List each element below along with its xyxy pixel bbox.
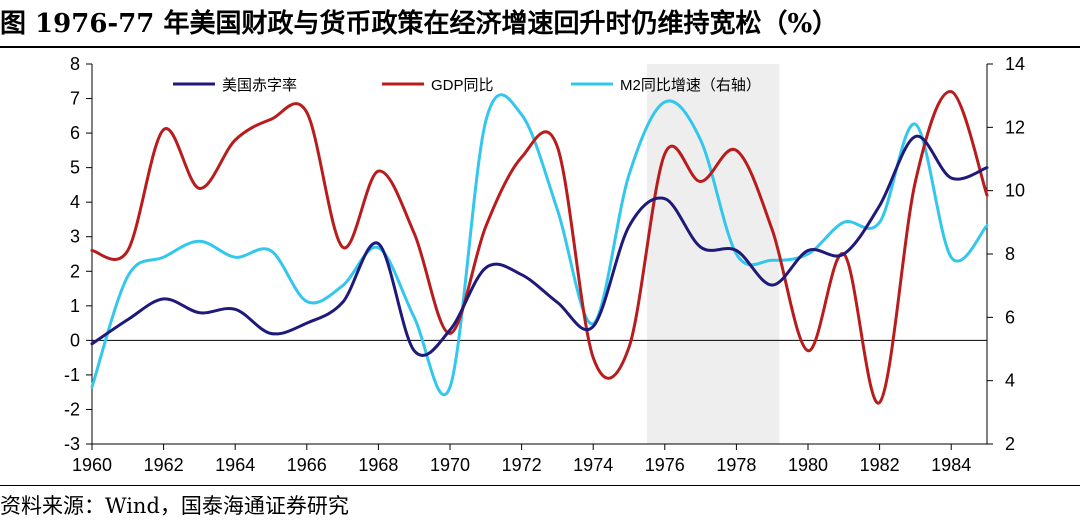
legend-label-2: M2同比增速（右轴） (620, 77, 761, 94)
right-tick-label: 4 (1005, 371, 1015, 391)
right-tick-label: 14 (1005, 54, 1025, 74)
left-tick-label: 4 (70, 192, 80, 212)
right-tick-label: 2 (1005, 434, 1015, 454)
left-tick-label: 8 (70, 54, 80, 74)
title-rule (0, 46, 1080, 48)
x-tick-label: 1970 (430, 455, 470, 475)
shaded-period (646, 64, 780, 444)
left-tick-label: -1 (64, 365, 80, 385)
series-line-2 (90, 93, 989, 397)
series-line-0 (90, 134, 989, 357)
series-line-1 (90, 90, 989, 405)
source-note: 资料来源：Wind，国泰海通证券研究 (0, 494, 349, 518)
x-tick-label: 1960 (72, 455, 112, 475)
right-tick-label: 12 (1005, 117, 1025, 137)
series-lines (90, 90, 989, 405)
x-tick-label: 1974 (573, 455, 613, 475)
x-tick-label: 1972 (502, 455, 542, 475)
right-tick-label: 8 (1005, 244, 1015, 264)
left-tick-label: 3 (70, 227, 80, 247)
left-tick-label: 5 (70, 158, 80, 178)
right-tick-label: 10 (1005, 181, 1025, 201)
left-tick-label: -3 (64, 434, 80, 454)
legend-label-0: 美国赤字率 (222, 77, 297, 94)
left-tick-label: -2 (64, 399, 80, 419)
left-tick-label: 1 (70, 296, 80, 316)
chart-title: 图 1976-77 年美国财政与货币政策在经济增速回升时仍维持宽松（%） (0, 9, 839, 39)
x-tick-label: 1962 (144, 455, 184, 475)
x-tick-label: 1968 (358, 455, 398, 475)
left-tick-label: 6 (70, 123, 80, 143)
left-tick-label: 2 (70, 261, 80, 281)
right-tick-label: 6 (1005, 307, 1015, 327)
legend-label-1: GDP同比 (431, 77, 494, 94)
x-tick-label: 1978 (716, 455, 756, 475)
x-tick-label: 1984 (931, 455, 971, 475)
x-tick-label: 1982 (860, 455, 900, 475)
left-tick-label: 7 (70, 89, 80, 109)
x-tick-label: 1976 (645, 455, 685, 475)
x-tick-label: 1964 (215, 455, 255, 475)
source-rule (0, 485, 1080, 486)
x-tick-label: 1966 (287, 455, 327, 475)
legend: 美国赤字率 GDP同比 M2同比增速（右轴） (173, 77, 761, 94)
left-tick-label: 0 (70, 330, 80, 350)
x-tick-label: 1980 (788, 455, 828, 475)
